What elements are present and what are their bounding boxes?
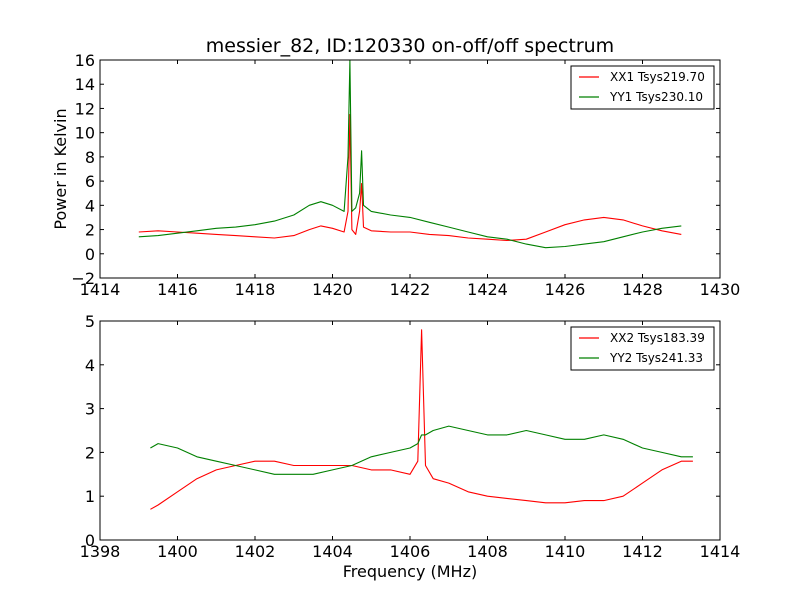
bottom-legend: XX2 Tsys183.39 YY2 Tsys241.33 bbox=[570, 326, 715, 371]
top-x-tick-label: 1430 bbox=[700, 280, 741, 299]
top-x-tick-label: 1420 bbox=[312, 280, 353, 299]
bottom-x-tick-label: 1404 bbox=[312, 542, 353, 561]
bottom-x-tick-label: 1398 bbox=[80, 542, 121, 561]
bottom-legend-label: XX2 Tsys183.39 bbox=[610, 331, 705, 345]
bottom-legend-label: YY2 Tsys241.33 bbox=[609, 351, 703, 365]
bottom-y-tick-label: 5 bbox=[85, 312, 95, 331]
bottom-y-tick-label: 1 bbox=[85, 487, 95, 506]
bottom-y-tick-label: 0 bbox=[85, 531, 95, 550]
top-plot-ylabel: Power in Kelvin bbox=[51, 108, 70, 229]
top-legend-label: XX1 Tsys219.70 bbox=[610, 70, 705, 84]
top-y-tick-label: 16 bbox=[75, 51, 95, 70]
bottom-series-line-1 bbox=[150, 329, 693, 510]
top-series-line-2 bbox=[138, 60, 682, 249]
bottom-x-tick-label: 1412 bbox=[622, 542, 663, 561]
top-y-tick-label: 6 bbox=[85, 172, 95, 191]
bottom-legend-box bbox=[570, 326, 715, 371]
top-x-tick-label: 1414 bbox=[80, 280, 121, 299]
top-x-tick-label: 1418 bbox=[235, 280, 276, 299]
top-x-tick-label: 1422 bbox=[390, 280, 431, 299]
bottom-plot-xlabel: Frequency (MHz) bbox=[343, 562, 477, 581]
top-x-tick-label: 1426 bbox=[545, 280, 586, 299]
top-legend: XX1 Tsys219.70 YY1 Tsys230.10 bbox=[570, 65, 715, 110]
top-plot-axes: 1414 1416 1418 1420 1422 1424 1426 1428 1430−202… bbox=[71, 51, 740, 299]
top-y-tick-label: 2 bbox=[85, 221, 95, 240]
bottom-series-line-2 bbox=[150, 425, 693, 475]
top-plot-title: messier_82, ID:120330 on-off/off spectru… bbox=[206, 35, 614, 57]
top-y-tick-label: 14 bbox=[75, 75, 95, 94]
bottom-y-tick-label: 2 bbox=[85, 443, 95, 462]
top-y-tick-label: 8 bbox=[85, 148, 95, 167]
bottom-x-tick-label: 1414 bbox=[700, 542, 741, 561]
top-y-tick-label: −2 bbox=[71, 269, 95, 288]
top-y-tick-label: 12 bbox=[75, 99, 95, 118]
top-x-tick-label: 1416 bbox=[157, 280, 198, 299]
top-x-tick-label: 1428 bbox=[622, 280, 663, 299]
bottom-x-tick-label: 1402 bbox=[235, 542, 276, 561]
bottom-y-tick-label: 3 bbox=[85, 400, 95, 419]
bottom-x-tick-label: 1408 bbox=[467, 542, 508, 561]
bottom-y-tick-label: 4 bbox=[85, 356, 95, 375]
top-y-tick-label: 4 bbox=[85, 196, 95, 215]
top-legend-label: YY1 Tsys230.10 bbox=[609, 90, 703, 104]
top-series-line-1 bbox=[138, 113, 682, 242]
top-legend-box bbox=[570, 65, 715, 110]
bottom-x-tick-label: 1410 bbox=[545, 542, 586, 561]
bottom-plot-axes: 1398 1400 1402 1404 1406 1408 1410 1412 1414 0 1 2 3… bbox=[80, 312, 741, 561]
bottom-x-tick-label: 1406 bbox=[390, 542, 431, 561]
top-y-tick-label: 0 bbox=[85, 245, 95, 264]
top-x-tick-label: 1424 bbox=[467, 280, 508, 299]
top-y-tick-label: 10 bbox=[75, 124, 95, 143]
bottom-x-tick-label: 1400 bbox=[157, 542, 198, 561]
